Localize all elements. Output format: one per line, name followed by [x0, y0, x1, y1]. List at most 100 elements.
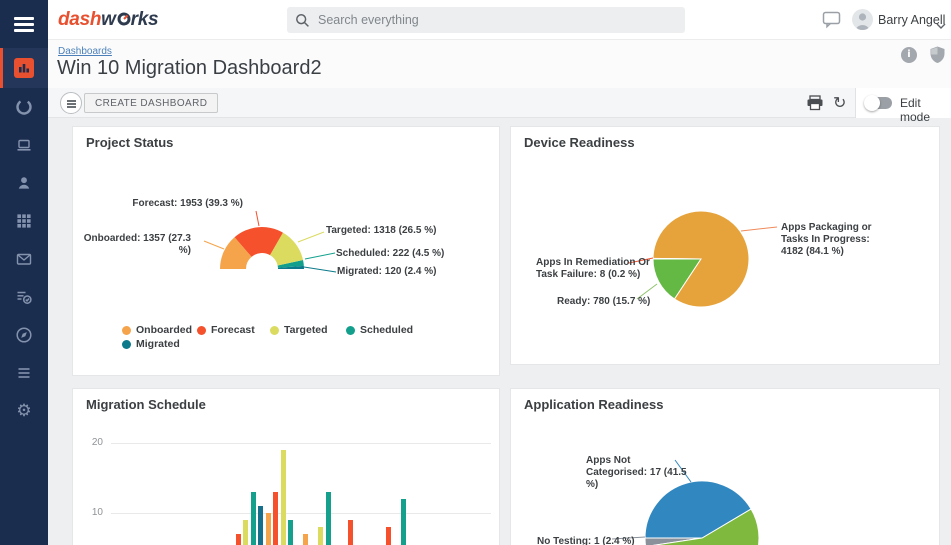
panel-application-readiness: Application Readiness Apps Not Categoris… [510, 388, 940, 545]
chart-callout: Targeted: 1318 (26.5 %) [326, 225, 437, 236]
search-input[interactable]: Search everything [287, 7, 685, 33]
menu-hamburger-icon[interactable] [0, 0, 48, 48]
search-icon [296, 13, 309, 27]
laptop-icon [17, 139, 31, 151]
sidebar-item-lists[interactable] [0, 354, 48, 392]
device-readiness-pie-chart[interactable] [511, 127, 940, 365]
page-title: Win 10 Migration Dashboard2 [57, 57, 322, 79]
sidebar-item-admin[interactable]: ⚙ [0, 392, 48, 430]
bar[interactable] [348, 520, 353, 545]
app-logo[interactable]: dash w rks [58, 9, 159, 32]
dashboard-list-button[interactable] [60, 92, 82, 114]
project-status-gauge-chart[interactable] [73, 127, 500, 376]
sidebar-item-dashboards[interactable] [0, 48, 48, 88]
bar[interactable] [273, 491, 278, 545]
chart-callout: Forecast: 1953 (39.3 %) [132, 198, 243, 209]
chart-slice[interactable] [652, 258, 702, 300]
legend-label: Onboarded [136, 324, 193, 336]
legend-label: Scheduled [360, 324, 414, 336]
bar[interactable] [235, 534, 241, 545]
sidebar-item-self-service[interactable] [0, 316, 48, 354]
list-icon [18, 368, 30, 378]
bar[interactable] [250, 491, 256, 545]
ring-icon [16, 99, 32, 115]
chevron-down-icon[interactable] [936, 17, 946, 35]
legend-dot [270, 325, 279, 335]
bar[interactable] [385, 527, 391, 545]
create-dashboard-button[interactable]: CREATE DASHBOARD [84, 93, 219, 113]
legend-label: Targeted [284, 324, 328, 336]
bar[interactable] [400, 498, 406, 545]
sidebar-item-projects[interactable] [0, 88, 48, 126]
sidebar-item-devices[interactable] [0, 126, 48, 164]
refresh-icon[interactable]: ↻ [833, 93, 847, 112]
application-readiness-pie-chart[interactable] [511, 389, 940, 545]
bar[interactable] [288, 520, 293, 545]
gauge-icon [117, 10, 131, 32]
panel-project-status: Project Status Forecast: 1953 (39.3 %) O… [72, 126, 500, 376]
bar-chart-icon [14, 58, 34, 78]
y-axis-tick: 20 [91, 436, 103, 448]
y-axis-tick: 10 [91, 507, 103, 518]
chart-callout: Apps In Remediation Or Task Failure: 8 (… [536, 257, 650, 280]
avatar[interactable] [852, 9, 873, 30]
sidebar-item-mailings[interactable] [0, 240, 48, 278]
gear-icon: ⚙ [16, 400, 32, 421]
sidebar-item-users[interactable] [0, 164, 48, 202]
bar[interactable] [265, 513, 271, 545]
bar[interactable] [243, 520, 248, 545]
chart-callout: Apps Not Categorised: 17 (41.5 %) [586, 455, 687, 490]
breadcrumb[interactable]: Dashboards [58, 46, 112, 57]
sidebar-item-applications[interactable] [0, 202, 48, 240]
chat-icon[interactable] [822, 11, 841, 34]
shield-icon[interactable] [928, 45, 947, 70]
gridline [111, 513, 491, 514]
chart-callout: Migrated: 120 (2.4 %) [337, 266, 437, 277]
chart-slice[interactable] [277, 259, 304, 268]
chart-slice[interactable] [234, 227, 283, 257]
dashboard-toolbar: CREATE DASHBOARD ↻ Edit mode [48, 88, 951, 124]
chart-callout: Onboarded: 1357 (27.3 %) [83, 233, 191, 256]
chart-callout: Ready: 780 (15.7 %) [557, 296, 651, 307]
edit-mode-label: Edit mode [900, 96, 931, 124]
chart-slice[interactable] [277, 265, 304, 269]
chart-slice[interactable] [644, 480, 752, 539]
edit-mode-toggle[interactable] [864, 95, 892, 111]
chart-slice[interactable] [652, 257, 702, 260]
bar[interactable] [280, 449, 286, 545]
bar[interactable] [258, 505, 263, 545]
panel-title: Device Readiness [524, 135, 635, 150]
panel-title: Project Status [86, 135, 174, 150]
chart-slice[interactable] [269, 232, 304, 266]
legend-dot [122, 339, 131, 349]
chart-callout: Scheduled: 222 (4.5 %) [336, 248, 445, 259]
chart-slice[interactable] [220, 237, 252, 269]
bar[interactable] [325, 491, 331, 545]
panel-title: Application Readiness [524, 397, 664, 412]
person-silhouette-icon [855, 13, 870, 30]
legend-item[interactable]: Targeted [270, 324, 328, 336]
bar[interactable] [318, 527, 323, 545]
search-placeholder: Search everything [318, 13, 419, 27]
bar[interactable] [303, 534, 308, 545]
legend-item[interactable]: Onboarded [122, 324, 192, 336]
checklist-icon [17, 291, 32, 304]
legend-item[interactable]: Migrated [122, 338, 180, 350]
panel-migration-schedule: Migration Schedule 10 20 [72, 388, 500, 545]
topbar: dash w rks Search everything Barry Angell [48, 0, 951, 40]
sidebar-item-tasks[interactable] [0, 278, 48, 316]
edit-mode-section: Edit mode [855, 88, 951, 124]
logo-text: dash [58, 9, 102, 30]
chart-callout: No Testing: 1 (2.4 %) [537, 536, 635, 545]
panel-title: Migration Schedule [86, 397, 206, 412]
legend-item[interactable]: Forecast [197, 324, 255, 336]
page-header: Dashboards Win 10 Migration Dashboard2 i [48, 40, 951, 88]
info-icon[interactable]: i [901, 47, 917, 63]
legend-item[interactable]: Scheduled [346, 324, 413, 336]
user-menu[interactable]: Barry Angell [878, 13, 946, 27]
person-icon [18, 177, 30, 189]
legend-dot [346, 325, 355, 335]
chart-slice[interactable] [646, 508, 760, 545]
envelope-icon [16, 253, 32, 265]
printer-icon[interactable] [806, 95, 824, 116]
